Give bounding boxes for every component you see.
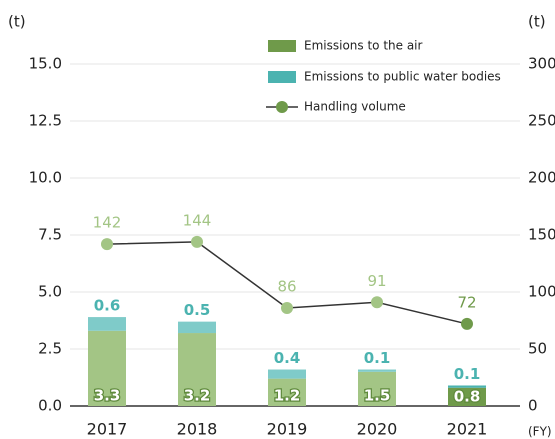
y-tick-label: 10.0 [29, 169, 62, 187]
line-value-label: 91 [367, 272, 386, 290]
legend-label: Emissions to the air [304, 39, 423, 53]
y-tick-label: 12.5 [29, 112, 62, 130]
y-tick-label: 15.0 [29, 55, 62, 73]
bar-value-label: 0.8 [454, 387, 481, 405]
bar-value-label: 1.5 [364, 387, 391, 405]
y-tick-label: 7.5 [38, 226, 62, 244]
bar-value-label: 0.1 [364, 349, 391, 367]
bar-value-label: 0.4 [274, 349, 301, 367]
line-point [191, 235, 203, 248]
x-tick-label: 2019 [267, 420, 308, 439]
line-point [281, 301, 293, 314]
line-point [461, 317, 473, 330]
bar-value-label: 0.5 [184, 301, 211, 319]
legend-swatch [268, 71, 296, 83]
y2-tick-label: 300 [528, 55, 555, 73]
y2-tick-label: 150 [528, 226, 555, 244]
y2-tick-label: 250 [528, 112, 555, 130]
bar-value-label: 3.2 [184, 387, 211, 405]
bar-value-label: 0.6 [94, 297, 121, 315]
y2-tick-label: 100 [528, 283, 555, 301]
y-tick-label: 5.0 [38, 283, 62, 301]
bar [178, 321, 216, 334]
line-value-label: 86 [277, 277, 296, 295]
legend-label: Emissions to public water bodies [304, 70, 501, 84]
bar-value-label: 1.2 [274, 387, 301, 405]
y2-tick-label: 200 [528, 169, 555, 187]
legend-label: Handling volume [304, 100, 406, 114]
y-tick-label: 2.5 [38, 340, 62, 358]
bar [448, 387, 486, 406]
y2-tick-label: 50 [528, 340, 547, 358]
x-tick-label: 2020 [357, 420, 398, 439]
bar [268, 378, 306, 406]
y-tick-label: 0.0 [38, 397, 62, 415]
bar-value-label: 3.3 [94, 387, 121, 405]
y2-tick-label: 0 [528, 397, 538, 415]
line-value-label: 72 [457, 293, 476, 311]
y2-axis-label: (t) [528, 13, 546, 31]
line-point [371, 296, 383, 309]
x-tick-label: 2018 [177, 420, 218, 439]
y-axis-label: (t) [8, 13, 26, 31]
bar [178, 333, 216, 406]
legend-marker [276, 101, 288, 113]
x-tick-label: 2017 [87, 420, 128, 439]
line-value-label: 144 [183, 211, 212, 229]
bar-value-label: 0.1 [454, 365, 481, 383]
bar [88, 317, 126, 331]
x-axis-label: (FY) [528, 425, 552, 439]
line-value-label: 142 [93, 214, 122, 232]
bar [358, 371, 396, 406]
legend-swatch [268, 40, 296, 52]
line-point [101, 238, 113, 251]
bar [268, 369, 306, 379]
bar [448, 385, 486, 388]
bar [358, 369, 396, 372]
x-tick-label: 2021 [447, 420, 488, 439]
bar [88, 330, 126, 406]
